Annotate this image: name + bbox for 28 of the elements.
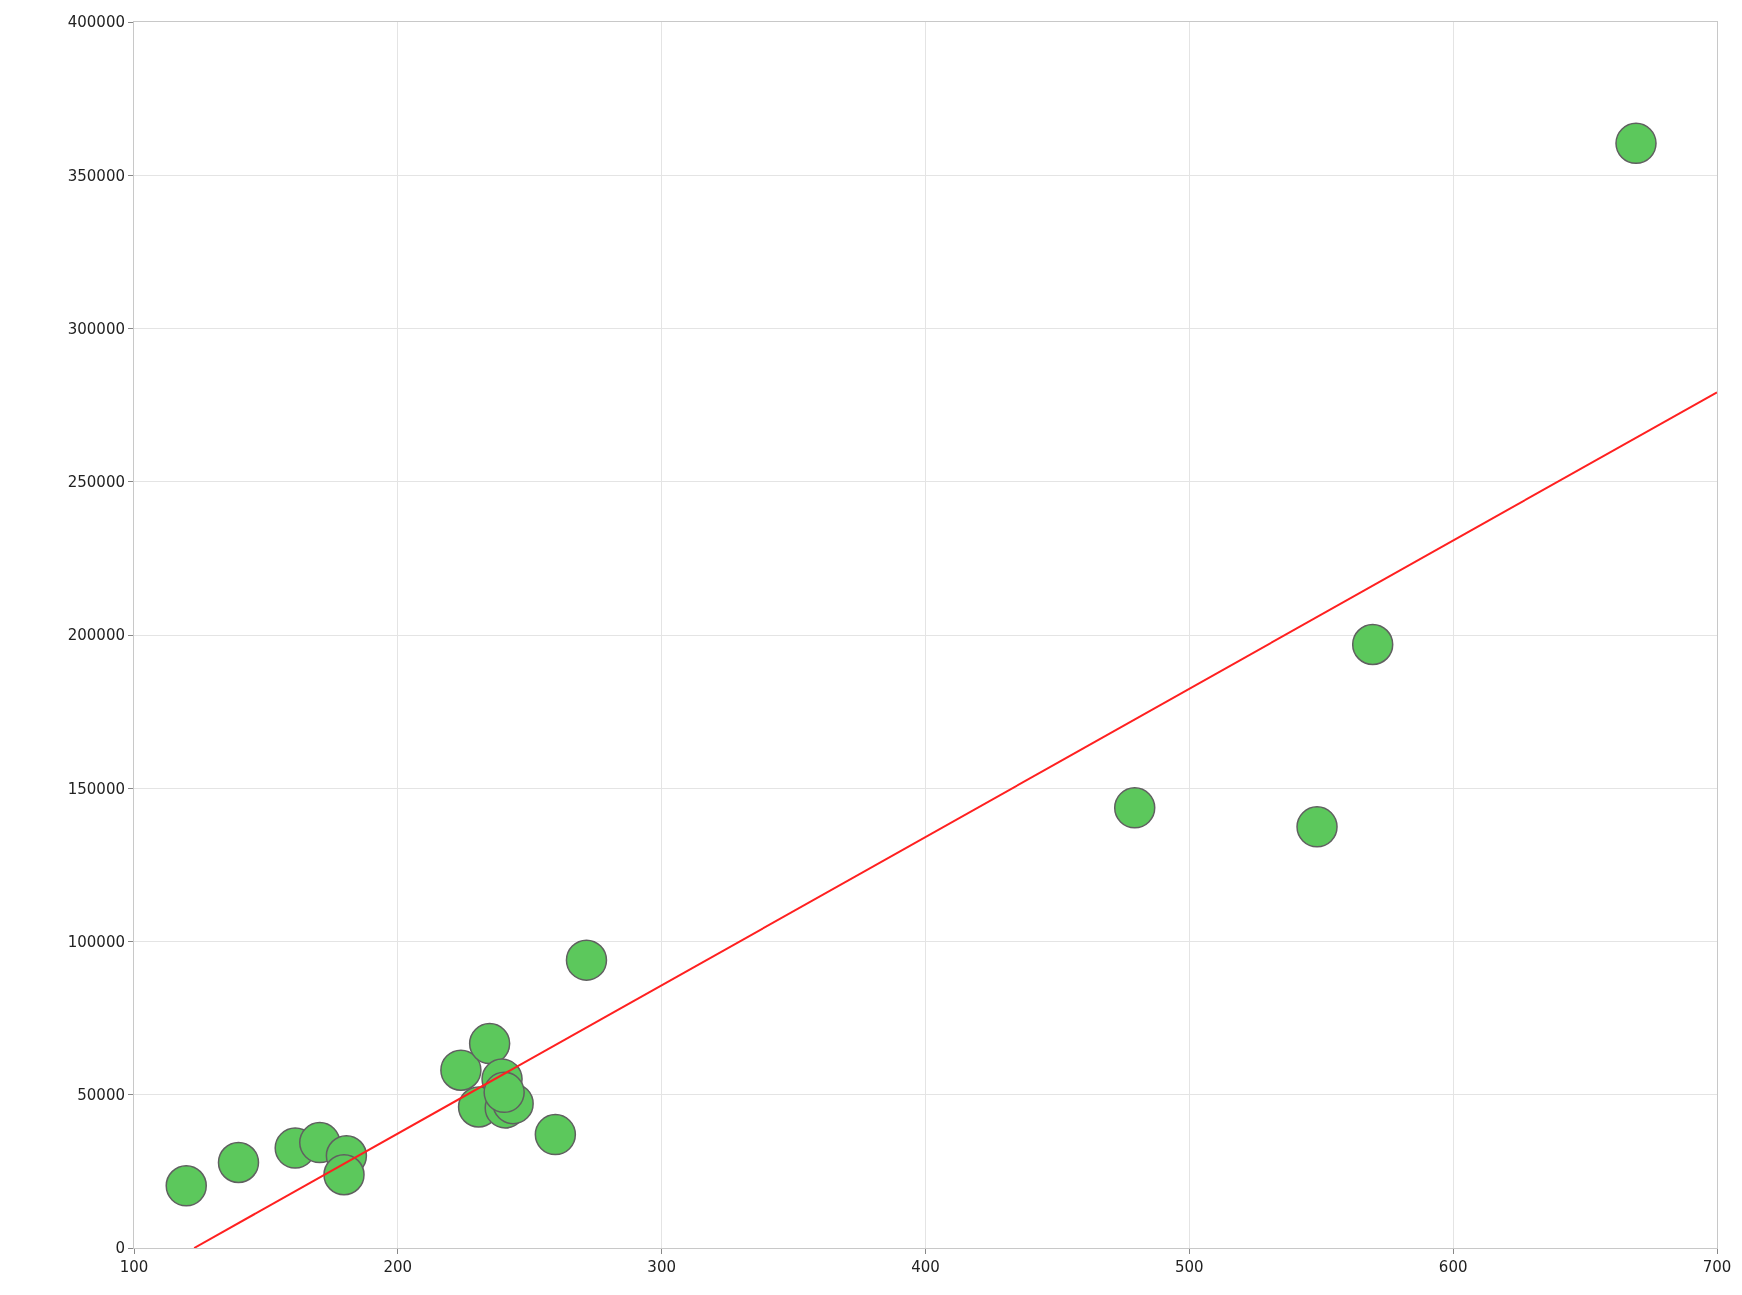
point [165, 1165, 207, 1207]
point [565, 939, 608, 981]
point [217, 1141, 260, 1184]
x-tick-label: 300 [647, 1258, 676, 1276]
x-tick-label: 700 [1702, 1258, 1732, 1276]
y-tick-label: 250000 [67, 473, 125, 491]
x-tick-label: 100 [119, 1258, 149, 1276]
x-tick-label: 400 [911, 1258, 940, 1276]
point [323, 1154, 365, 1196]
point [1615, 122, 1657, 165]
point [468, 1022, 511, 1065]
x-tick-label: 600 [1438, 1258, 1468, 1276]
point [1351, 623, 1394, 666]
point [440, 1049, 482, 1091]
y-tick-label: 150000 [67, 779, 125, 798]
point [1296, 806, 1338, 848]
point [534, 1113, 577, 1156]
point [1113, 787, 1156, 829]
y-tick-label: 200000 [67, 626, 125, 645]
x-tick-label: 500 [1175, 1258, 1204, 1276]
x-tick-label: 200 [383, 1258, 413, 1276]
y-tick-label: 300000 [67, 319, 125, 338]
y-tick-label: 400000 [67, 13, 125, 32]
y-tick-label: 50000 [77, 1086, 125, 1104]
y-tick-label: 0 [115, 1239, 125, 1258]
point [483, 1071, 525, 1114]
y-tick-label: 350000 [67, 166, 125, 185]
y-tick-label: 100000 [67, 932, 125, 951]
